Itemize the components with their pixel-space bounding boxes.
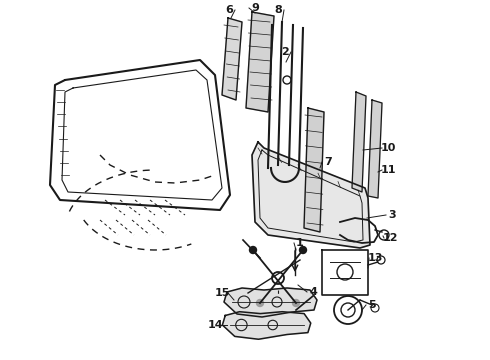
Text: 5: 5 [368,300,376,310]
Polygon shape [252,142,370,248]
Circle shape [256,300,264,306]
Text: 9: 9 [251,3,259,13]
Polygon shape [304,108,324,232]
Polygon shape [352,92,366,192]
Polygon shape [368,100,382,198]
Text: 3: 3 [388,210,396,220]
Text: 4: 4 [309,287,317,297]
Circle shape [249,247,256,253]
Text: 11: 11 [380,165,396,175]
Text: 14: 14 [207,320,223,330]
Polygon shape [222,312,311,339]
Text: 6: 6 [225,5,233,15]
Text: 10: 10 [380,143,396,153]
Polygon shape [224,288,317,317]
Text: 8: 8 [274,5,282,15]
Circle shape [299,247,307,253]
Text: 2: 2 [281,47,289,57]
Text: 1: 1 [296,238,304,248]
Text: 7: 7 [324,157,332,167]
Text: 13: 13 [368,253,383,263]
Circle shape [293,300,299,306]
Text: 12: 12 [382,233,398,243]
Text: 15: 15 [214,288,230,298]
Polygon shape [222,18,242,100]
Polygon shape [246,12,274,112]
